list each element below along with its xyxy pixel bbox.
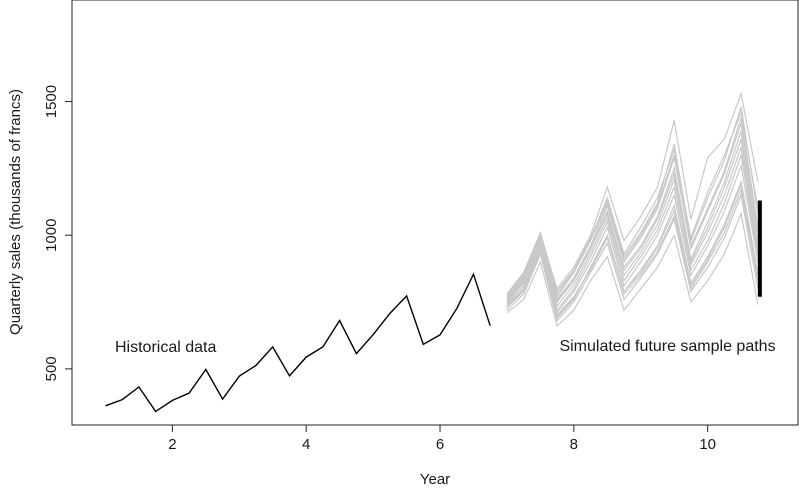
y-tick-label-500: 500 — [43, 356, 60, 381]
y-axis-title: Quarterly sales (thousands of francs) — [7, 89, 24, 335]
simulated-path-4 — [506, 211, 759, 328]
annotation-1: Simulated future sample paths — [559, 338, 775, 355]
simulated-sample-paths — [506, 91, 759, 328]
x-tick-label-6: 6 — [436, 436, 444, 453]
annotations: Historical data Simulated future sample p… — [115, 338, 776, 356]
simulated-path-13 — [506, 182, 759, 318]
simulated-path-11 — [506, 163, 759, 315]
annotation-0: Historical data — [115, 339, 216, 356]
historical-series — [105, 272, 491, 413]
simulated-path-12 — [506, 130, 759, 303]
simulated-path-15 — [506, 110, 759, 296]
simulated-path-14 — [506, 146, 759, 308]
axes: 2 4 6 8 10 500 1000 1500 — [43, 85, 716, 453]
simulated-path-8 — [506, 154, 759, 312]
historical-data-line — [105, 272, 491, 413]
y-tick-label-1500: 1500 — [43, 85, 60, 118]
x-tick-label-8: 8 — [570, 436, 578, 453]
x-tick-label-10: 10 — [699, 436, 716, 453]
x-tick-label-2: 2 — [168, 436, 176, 453]
simulated-path-9 — [506, 192, 759, 323]
x-tick-label-4: 4 — [302, 436, 310, 453]
plot-frame — [71, 0, 799, 426]
y-tick-label-1000: 1000 — [43, 219, 60, 252]
x-axis-title: Year — [420, 471, 450, 488]
